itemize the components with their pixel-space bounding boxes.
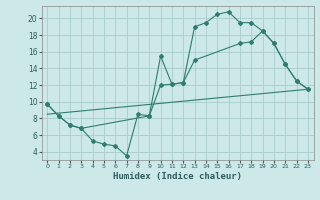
- X-axis label: Humidex (Indice chaleur): Humidex (Indice chaleur): [113, 172, 242, 181]
